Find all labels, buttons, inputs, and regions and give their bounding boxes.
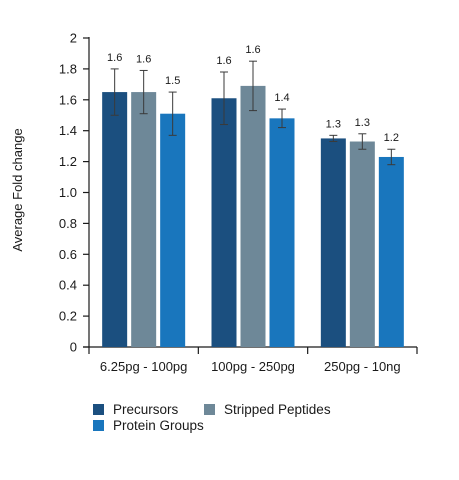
legend-swatch-protein-groups: [93, 420, 104, 431]
legend-item-protein-groups: Protein Groups: [93, 418, 204, 433]
x-tick-label: 100pg - 250pg: [211, 359, 295, 374]
y-tick-label: 1.0: [59, 185, 77, 200]
y-tick-label: 2: [70, 31, 77, 46]
data-label: 1.6: [136, 53, 151, 65]
bar: [349, 141, 375, 347]
x-tick-label: 6.25pg - 100pg: [100, 359, 187, 374]
legend-swatch-precursors: [93, 404, 104, 415]
y-tick-label: 0: [70, 340, 77, 355]
plot-area: 0 0.2 0.4 0.6 0.8 1.0 1.2 1.4 1.6 1.8 2 6.25pg - 10…: [59, 31, 418, 374]
legend-item-precursors: Precursors: [93, 402, 178, 417]
y-tick-label: 1.8: [59, 61, 77, 76]
y-tick-label: 1.2: [59, 154, 77, 169]
y-axis-label: Average Fold change: [10, 128, 25, 251]
y-tick-label: 0.8: [59, 216, 77, 231]
y-tick-label: 1.6: [59, 92, 77, 107]
data-label: 1.3: [355, 117, 370, 129]
bar: [269, 118, 295, 347]
legend-label-precursors: Precursors: [113, 402, 179, 417]
bar: [320, 138, 346, 347]
y-tick-label: 0.2: [59, 309, 77, 324]
data-label: 1.6: [216, 55, 231, 67]
data-label: 1.6: [107, 52, 122, 64]
y-tick-label: 0.6: [59, 247, 77, 262]
bar: [102, 92, 128, 347]
y-tick-label: 0.4: [59, 278, 77, 293]
bar: [160, 113, 186, 347]
data-label: 1.6: [245, 44, 260, 56]
bar: [211, 98, 237, 347]
bar: [240, 85, 266, 348]
data-label: 1.4: [274, 92, 289, 104]
x-tick-label: 250pg - 10ng: [324, 359, 401, 374]
legend-swatch-stripped-peptides: [204, 404, 215, 415]
data-label: 1.2: [384, 132, 399, 144]
bar: [378, 156, 404, 347]
y-tick-label: 1.4: [59, 123, 77, 138]
data-label: 1.5: [165, 75, 180, 87]
data-label: 1.3: [326, 118, 341, 130]
legend-label-protein-groups: Protein Groups: [113, 418, 204, 433]
legend-item-stripped-peptides: Stripped Peptides: [204, 402, 331, 417]
bar: [131, 92, 157, 347]
legend-label-stripped-peptides: Stripped Peptides: [224, 402, 331, 417]
